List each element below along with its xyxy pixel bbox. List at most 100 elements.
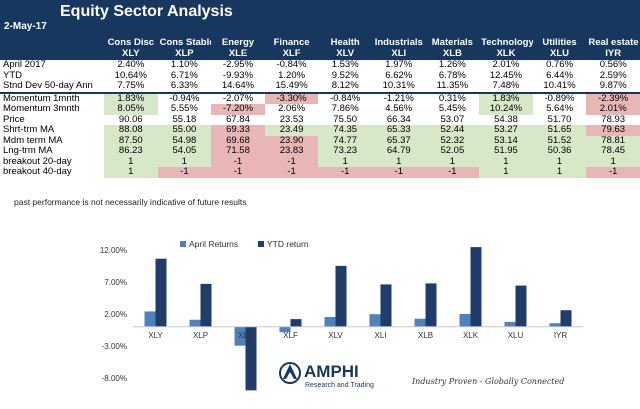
tagline: Industry Proven - Globally Connected — [412, 377, 565, 386]
table-cell: 9.52% — [331, 70, 359, 81]
table-cell: 1 — [104, 167, 158, 178]
table-cell: 54.98 — [157, 135, 212, 146]
table-cell: 78.93 — [601, 114, 626, 125]
column-ticker: XLF — [264, 49, 319, 60]
table-row: breakout 20-day 1 1 -1 -1 1 1 1 1 1 1 — [0, 156, 640, 167]
x-tick-label: XLE — [238, 331, 253, 340]
column-name: Technology — [479, 38, 533, 49]
row-label: Shrt-trm MA — [3, 125, 55, 135]
table-cell: -0.94% — [157, 91, 212, 104]
table-cell: 23.53 — [279, 114, 304, 125]
table-cell: 23.83 — [264, 146, 319, 157]
row-label: Momentum 1mnth — [0, 91, 104, 104]
column-ticker: XLB — [425, 49, 480, 60]
table-cell: 66.34 — [386, 114, 411, 125]
table-cell: 55.00 — [157, 125, 212, 136]
bar-ytd-return — [560, 310, 572, 327]
x-tick-label: XLK — [463, 331, 479, 340]
table-row: Momentum 1mnth 1.83% -0.94% -2.07% -3.30% -0.… — [0, 91, 640, 104]
page-title: Equity Sector Analysis — [60, 3, 233, 20]
table-cell: 88.08 — [104, 125, 158, 136]
table-cell: -2.95% — [222, 60, 254, 70]
table-cell: 52.05 — [425, 146, 480, 157]
table-cell: 50.36 — [532, 146, 587, 157]
table-cell: 69.33 — [211, 125, 265, 136]
bar-april-returns — [234, 326, 246, 346]
column-ticker: XLI — [371, 49, 426, 60]
table-cell: 67.84 — [226, 114, 250, 125]
table-cell: 0.76% — [546, 60, 574, 70]
column-ticker: XLY — [104, 49, 158, 60]
table-cell: 53.27 — [479, 125, 533, 136]
table-cell: 1 — [157, 156, 212, 167]
table-cell: 1.26% — [438, 60, 466, 70]
table-row: Stnd Dev 50-day Ann 7.75% 6.33% 14.64% 15.49… — [0, 81, 640, 93]
table-row: Momentum 3mnth 8.05% 5.55% -7.20% 2.06% 7.86%… — [0, 104, 640, 115]
row-label: breakout 20-day — [3, 156, 72, 167]
legend-label: April Returns — [189, 239, 238, 249]
table-cell: 12.45% — [489, 70, 523, 81]
table-cell: 8.05% — [104, 104, 158, 115]
table-cell: -2.07% — [211, 91, 265, 104]
table-cell: 23.49 — [264, 125, 319, 136]
x-tick-label: XLB — [418, 331, 433, 340]
column-name: Cons Disc — [104, 38, 158, 49]
y-tick-label: -8.00% — [102, 374, 127, 383]
bar-ytd-return — [515, 285, 527, 327]
table-cell: 10.41% — [543, 81, 576, 91]
column-name: Health — [318, 38, 372, 49]
table-cell: 1 — [479, 156, 533, 167]
table-cell: 11.35% — [436, 81, 469, 91]
table-cell: -1 — [211, 167, 265, 178]
header-corner — [0, 38, 104, 49]
table-cell: -1 — [157, 167, 212, 178]
legend-swatch — [180, 241, 186, 247]
y-tick-label: 2.00% — [104, 310, 127, 319]
header-corner — [0, 49, 104, 60]
logo-mark: AMPHI Research and Trading — [279, 362, 374, 389]
disclaimer-note: past performance is not necessarily indi… — [14, 197, 247, 207]
bar-april-returns — [279, 326, 291, 333]
table-cell: -1.21% — [371, 91, 426, 104]
table-cell: -1 — [586, 167, 640, 178]
bar-ytd-return — [425, 283, 437, 327]
table-cell: 51.70 — [547, 114, 572, 125]
table-cell: 74.35 — [318, 125, 372, 136]
table-cell: 54.05 — [157, 146, 212, 157]
logo-subtitle: Research and Trading — [305, 382, 374, 389]
column-name: Real estate — [586, 38, 640, 49]
column-name: Materials — [425, 38, 480, 49]
table-cell: 87.50 — [104, 135, 158, 146]
x-tick-label: XLV — [328, 331, 343, 340]
y-tick-label: 12.00% — [100, 246, 127, 255]
table-cell: 1.53% — [331, 60, 359, 70]
column-ticker: XLV — [318, 49, 372, 60]
table-cell: 1.20% — [278, 70, 306, 81]
legend-label: YTD return — [267, 239, 309, 249]
table-row: breakout 40-day 1 -1 -1 -1 -1 -1 -1 1 1 -1 — [0, 167, 640, 178]
sector-analysis-panel: Equity Sector Analysis 2-May-17 Cons Dis… — [0, 0, 640, 207]
table-cell: -1 — [318, 167, 372, 178]
table-cell: 65.37 — [371, 135, 426, 146]
bar-ytd-return — [335, 265, 347, 327]
table-row: Price 90.06 55.18 67.84 23.53 75.50 66.34 53.07… — [0, 115, 640, 126]
table-row: Mdm term MA 87.50 54.98 69.68 23.90 74.77 65.3… — [0, 135, 640, 146]
table-cell: 1.83% — [479, 91, 533, 104]
row-label: Lng-trm MA — [3, 146, 53, 156]
table-cell: 1 — [532, 156, 587, 167]
table-cell: 1.10% — [170, 60, 198, 70]
table-cell: 23.90 — [264, 135, 319, 146]
amphi-logo: AMPHI Research and Trading — [278, 355, 398, 395]
row-label: Stnd Dev 50-day Ann — [3, 81, 93, 91]
bar-april-returns — [549, 323, 561, 327]
table-cell: 7.75% — [117, 81, 145, 91]
returns-bar-chart: 12.00% 7.00% 2.00% -3.00% -8.00% XLY XLP XLE XLF… — [100, 239, 583, 391]
table-cell: 6.44% — [546, 70, 574, 81]
table-cell: 1 — [371, 156, 426, 167]
x-tick-label: IYR — [554, 331, 568, 340]
table-cell: 2.40% — [117, 60, 145, 70]
bar-ytd-return — [380, 284, 392, 327]
bar-april-returns — [324, 317, 336, 327]
bar-ytd-return — [470, 247, 482, 327]
table-cell: 51.52 — [532, 135, 587, 146]
